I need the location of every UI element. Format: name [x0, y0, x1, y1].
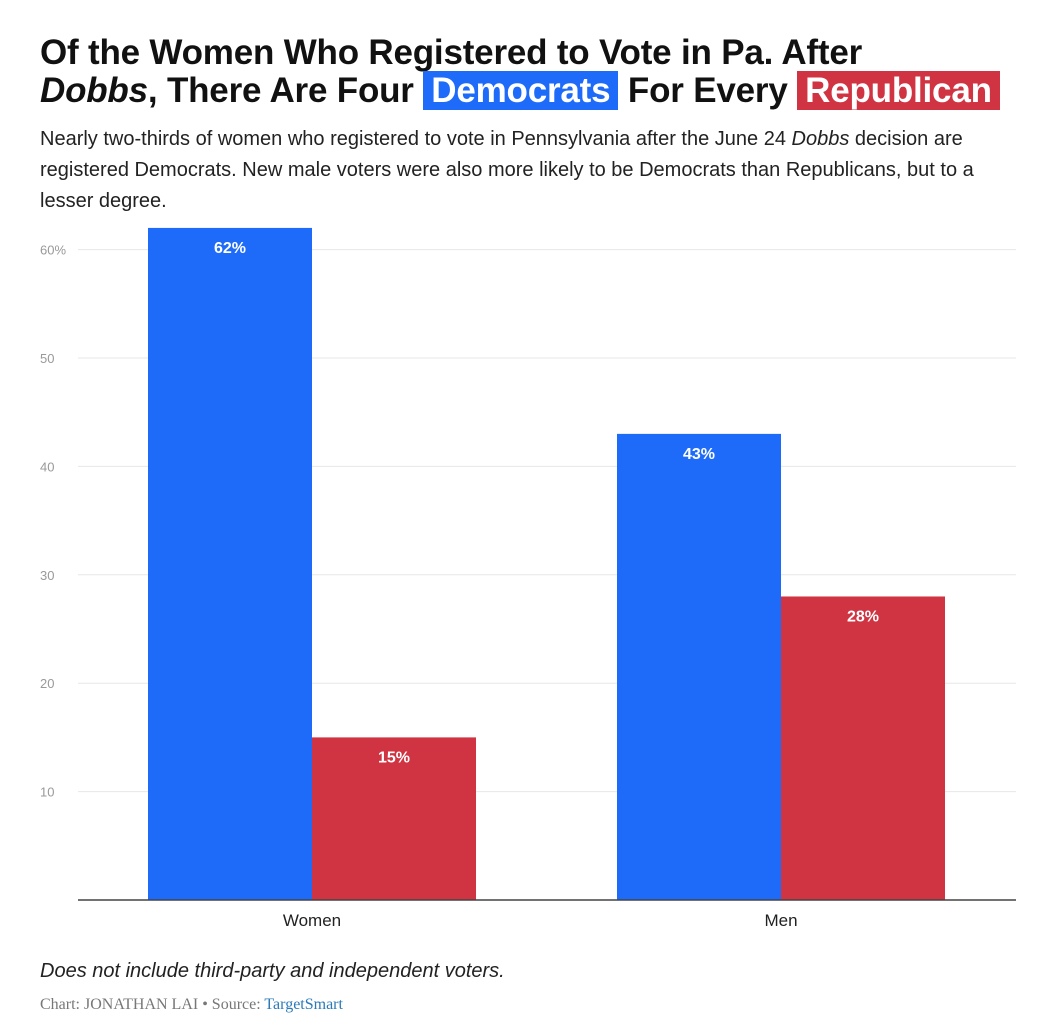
bar-chart: 10 20 30 40 50 60% 62% 15% Women 43% 28% Men — [40, 227, 1016, 930]
republican-highlight: Republican — [797, 71, 1000, 110]
y-tick-label: 60% — [40, 243, 66, 258]
bar-republicans-women — [312, 737, 476, 900]
data-label: 62% — [214, 240, 246, 257]
data-label: 15% — [378, 749, 410, 766]
bar-democrats-women — [148, 227, 312, 901]
democrats-highlight: Democrats — [423, 71, 619, 110]
data-label: 28% — [847, 608, 879, 625]
bar-republicans-men — [781, 596, 945, 900]
y-tick-label: 10 — [40, 785, 54, 800]
title-dobbs: Dobbs — [40, 71, 148, 110]
y-tick-label: 40 — [40, 459, 54, 474]
source-link[interactable]: TargetSmart — [264, 996, 343, 1013]
bar-democrats-men — [617, 433, 781, 900]
y-tick-label: 30 — [40, 568, 54, 583]
chart-note: Does not include third-party and indepen… — [40, 960, 505, 982]
title-for-every: For Every — [627, 71, 788, 110]
credit-prefix: Chart: JONATHAN LAI • Source: — [40, 996, 265, 1013]
data-label: 43% — [683, 446, 715, 463]
x-tick-label: Men — [764, 911, 797, 930]
chart-credit: Chart: JONATHAN LAI • Source: TargetSmar… — [40, 996, 343, 1014]
chart-subtitle: Nearly two-thirds of women who registere… — [40, 124, 1030, 217]
title-mid: , There Are Four — [147, 71, 414, 110]
subtitle-part1: Nearly two-thirds of women who registere… — [40, 128, 786, 150]
y-tick-label: 20 — [40, 676, 54, 691]
subtitle-part2: decision are registered Democrats. New m… — [40, 128, 974, 212]
title-line1: Of the Women Who Registered to Vote in P… — [40, 33, 863, 72]
subtitle-dobbs: Dobbs — [791, 128, 850, 150]
y-tick-label: 50 — [40, 351, 54, 366]
chart-title: Of the Women Who Registered to Vote in P… — [40, 34, 1030, 110]
x-tick-label: Women — [283, 911, 341, 930]
